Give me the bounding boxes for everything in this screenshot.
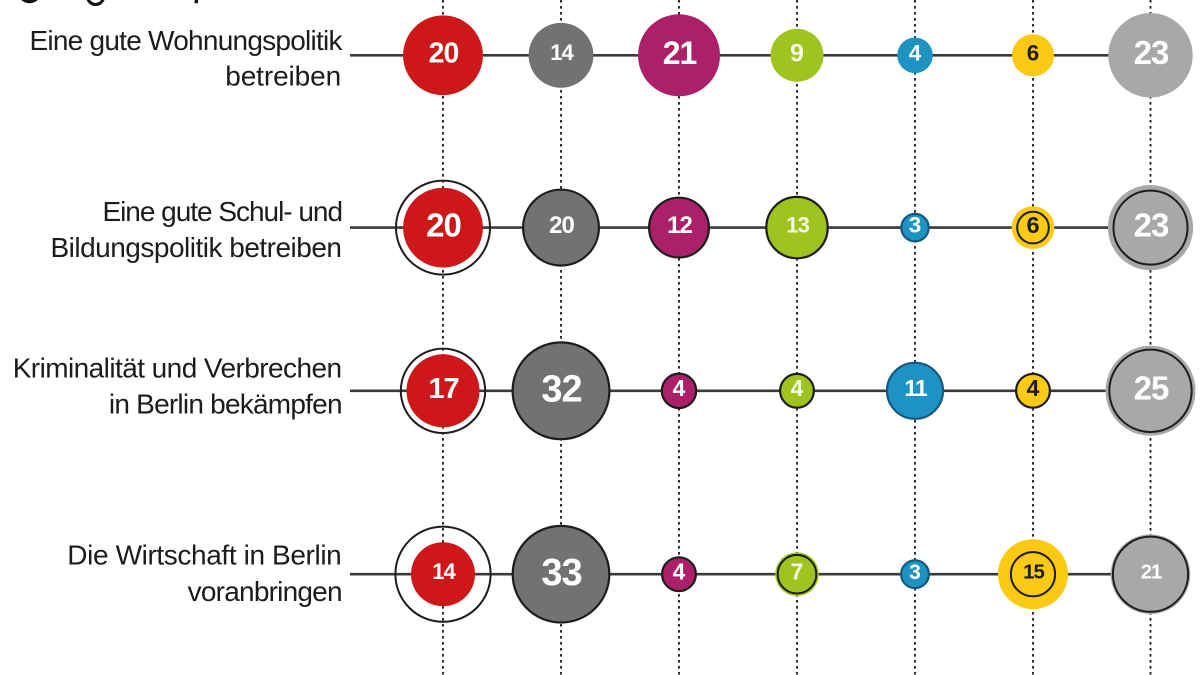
svg-text:4: 4 <box>1027 375 1040 401</box>
svg-text:14: 14 <box>432 559 456 584</box>
svg-text:33: 33 <box>541 552 581 594</box>
svg-text:15: 15 <box>1023 561 1044 584</box>
svg-text:3: 3 <box>909 213 921 238</box>
svg-text:betreiben: betreiben <box>225 61 341 92</box>
svg-text:20: 20 <box>426 207 461 244</box>
svg-text:Bildungspolitik betreiben: Bildungspolitik betreiben <box>50 232 341 263</box>
svg-text:17: 17 <box>428 373 458 405</box>
svg-text:32: 32 <box>541 369 581 411</box>
svg-text:6: 6 <box>1027 40 1039 65</box>
svg-text:Eine gute Wohnungspolitik: Eine gute Wohnungspolitik <box>29 25 343 56</box>
svg-text:14: 14 <box>550 40 574 65</box>
svg-text:25: 25 <box>1134 370 1169 407</box>
svg-text:9: 9 <box>790 39 804 67</box>
svg-text:voranbringen: voranbringen <box>188 576 342 607</box>
svg-text:23: 23 <box>1134 207 1169 244</box>
svg-text:13: 13 <box>786 213 809 238</box>
svg-text:6: 6 <box>1026 212 1039 238</box>
svg-text:4: 4 <box>673 375 686 401</box>
svg-text:4: 4 <box>791 375 804 401</box>
svg-text:11: 11 <box>904 375 928 401</box>
svg-text:in Berlin bekämpfen: in Berlin bekämpfen <box>109 389 342 420</box>
svg-text:20: 20 <box>549 212 574 239</box>
svg-text:20: 20 <box>429 38 459 70</box>
svg-text:Eine gute Schul- und: Eine gute Schul- und <box>102 196 342 227</box>
svg-text:3: 3 <box>909 561 921 584</box>
svg-text:Kriminalität und Verbrechen: Kriminalität und Verbrechen <box>13 353 342 384</box>
svg-text:4: 4 <box>673 558 686 584</box>
svg-text:4: 4 <box>909 40 922 65</box>
svg-text:7: 7 <box>791 558 804 584</box>
svg-text:21: 21 <box>663 35 697 71</box>
svg-text:23: 23 <box>1134 34 1169 71</box>
svg-text:21: 21 <box>1141 561 1162 583</box>
svg-text:Die Wirtschaft in Berlin: Die Wirtschaft in Berlin <box>67 539 341 570</box>
svg-text:12: 12 <box>667 212 692 239</box>
